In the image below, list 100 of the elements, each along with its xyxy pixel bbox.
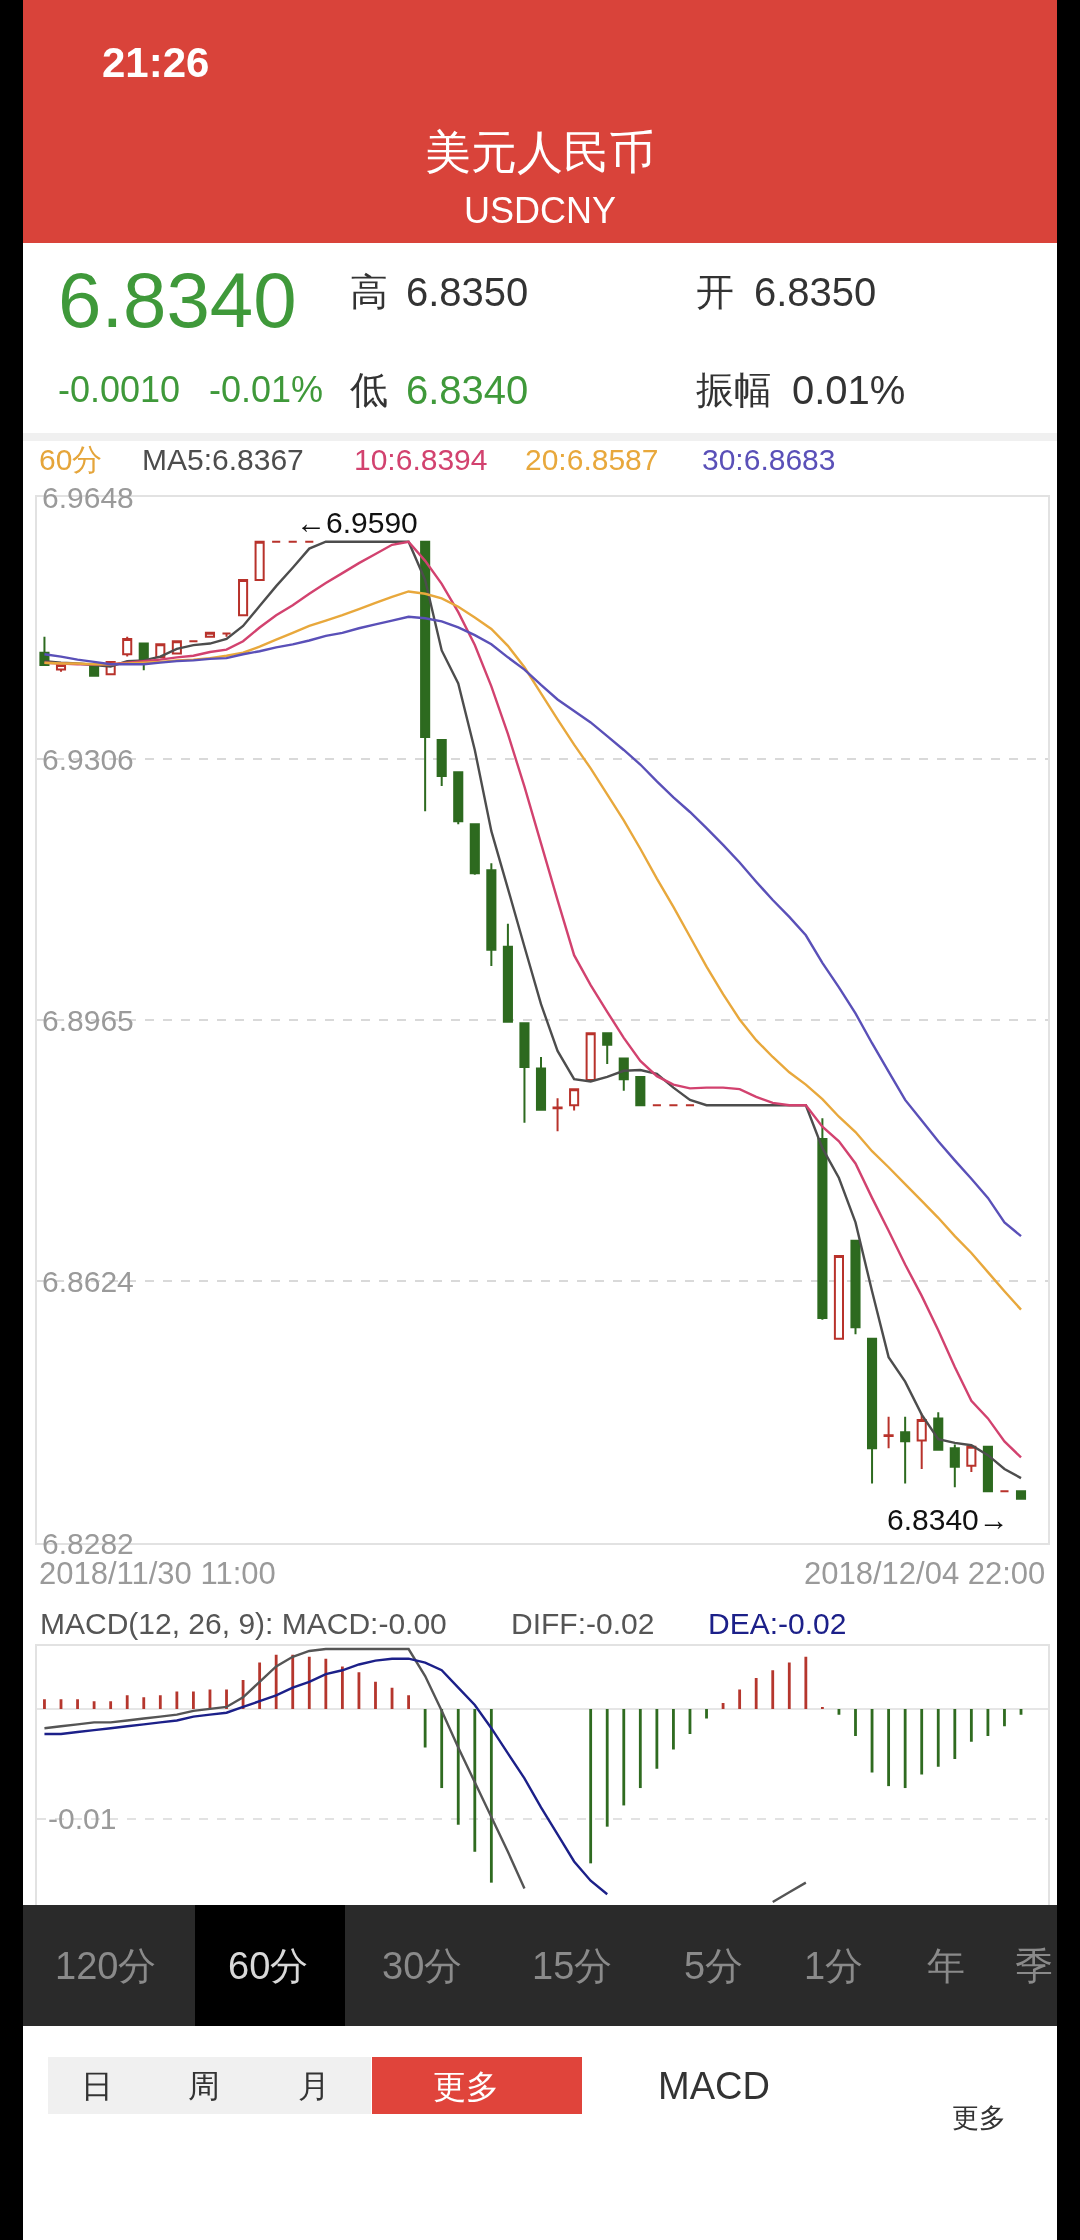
candlestick (188, 640, 199, 643)
text: 开 (696, 271, 734, 313)
candlestick (602, 1032, 613, 1065)
text: 振幅 (696, 369, 772, 411)
candlestick (933, 1411, 944, 1452)
bar (407, 1695, 410, 1709)
bar (324, 1658, 328, 1709)
annotation: ←6.9590 (296, 506, 418, 539)
chart-title: MACD(12, 26, 9): MACD:-0.00 (40, 1607, 447, 1640)
bar (1003, 1708, 1006, 1727)
bar (92, 1701, 96, 1709)
candlestick (999, 1490, 1010, 1493)
text: -0.0010 (58, 369, 181, 410)
bar (854, 1708, 857, 1736)
bar (771, 1670, 775, 1709)
candlestick (304, 540, 315, 543)
text: 日 (81, 2068, 113, 2104)
bar (705, 1708, 708, 1719)
bar (109, 1701, 113, 1709)
candlestick (850, 1239, 861, 1336)
text: 6.8350 (754, 270, 877, 314)
y-tick-label: 6.8624 (42, 1264, 134, 1298)
text: 5分 (684, 1945, 744, 1987)
bar (456, 1708, 460, 1825)
bar (291, 1654, 295, 1709)
candlestick (1015, 1490, 1027, 1500)
text: 1分 (804, 1945, 864, 1987)
text: 15分 (532, 1945, 613, 1987)
bar (175, 1691, 179, 1709)
candlestick (502, 922, 513, 1023)
text: MA5:6.8367 (142, 443, 304, 476)
candlestick (453, 771, 464, 826)
text: 60分 (228, 1945, 309, 1987)
y-tick-label: 6.9648 (42, 480, 134, 514)
candlestick (585, 1032, 596, 1081)
bar (672, 1708, 675, 1750)
candlestick (436, 739, 447, 787)
text: 6.8340 (406, 368, 529, 412)
bar (440, 1708, 444, 1789)
candlestick (254, 540, 265, 581)
candlestick (486, 862, 497, 967)
bar (622, 1708, 626, 1806)
text: 6.8350 (406, 270, 529, 314)
bar (969, 1708, 973, 1742)
candlestick (866, 1337, 878, 1485)
bar (43, 1699, 46, 1709)
candlestick (221, 632, 232, 638)
text: 30分 (382, 1945, 463, 1987)
candlestick (535, 1056, 547, 1111)
candlestick (883, 1415, 894, 1450)
bar (307, 1656, 311, 1709)
bar (423, 1708, 427, 1748)
bar (605, 1708, 609, 1827)
candlestick (204, 631, 216, 638)
text: MACD (658, 2065, 770, 2107)
candlestick (833, 1255, 844, 1340)
text: 更多 (952, 2103, 1006, 2133)
candlestick (982, 1445, 993, 1493)
text: 30:6.8683 (702, 443, 836, 476)
bar (589, 1708, 593, 1864)
text: 21:26 (102, 39, 210, 86)
y-tick-label: 6.8965 (42, 1003, 134, 1037)
bar (340, 1666, 344, 1709)
candlestick (469, 823, 480, 876)
candlestick (271, 540, 282, 543)
candlestick (122, 635, 133, 658)
text: 高 (350, 271, 388, 313)
chart-subtitle: USDCNY (464, 190, 617, 231)
candlestick (684, 1104, 696, 1107)
text: 6.8340 (58, 256, 297, 344)
text: 季 (1015, 1945, 1053, 1987)
text: 20:6.8587 (525, 443, 659, 476)
candlestick (519, 1022, 530, 1124)
text: DEA:-0.02 (708, 1607, 847, 1640)
text: 0.01% (792, 368, 906, 412)
text: 120分 (55, 1945, 157, 1987)
bar (158, 1695, 162, 1709)
bar (655, 1708, 659, 1769)
bar (920, 1708, 924, 1775)
text: 更多 (433, 2068, 499, 2105)
candlestick (949, 1443, 960, 1489)
bar (142, 1697, 146, 1709)
bar (903, 1708, 907, 1789)
annotation: 6.8340→ (887, 1503, 1009, 1536)
chart-title: 美元人民币 (425, 126, 655, 178)
text: -0.01% (209, 369, 324, 410)
text: 年 (927, 1945, 965, 1987)
bar (754, 1678, 758, 1709)
candlestick (238, 578, 249, 617)
bar (804, 1656, 808, 1709)
bar (76, 1699, 79, 1709)
y-tick-label: 6.9306 (42, 742, 134, 776)
text: 低 (350, 369, 388, 411)
bar (489, 1708, 493, 1883)
bar (638, 1708, 642, 1789)
text: 周 (188, 2068, 220, 2104)
text: 2018/12/04 22:00 (804, 1556, 1046, 1591)
candlestick (552, 1097, 563, 1133)
text: 月 (298, 2068, 330, 2104)
candlestick (900, 1415, 911, 1485)
